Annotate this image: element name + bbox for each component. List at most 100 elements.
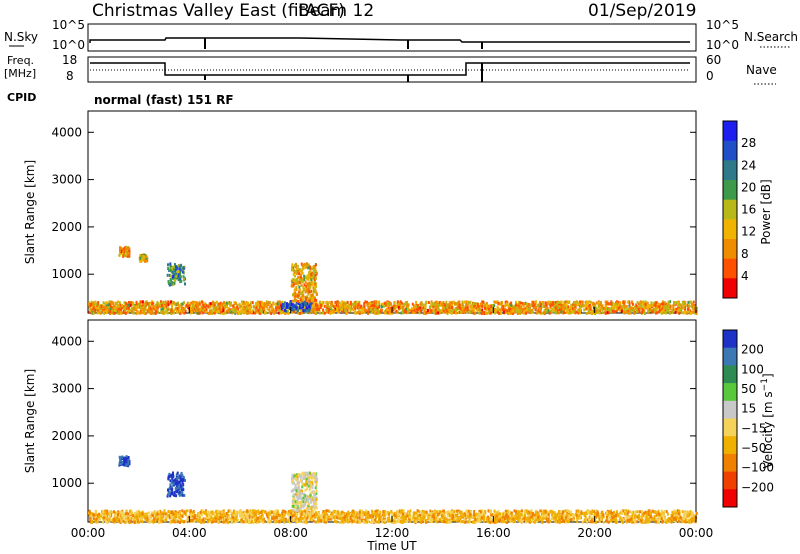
heatmap-cell: [387, 511, 390, 515]
heatmap-cell: [137, 303, 140, 306]
heatmap-cell: [620, 309, 623, 313]
heatmap-cell: [463, 300, 466, 304]
heatmap-cell: [444, 516, 447, 520]
heatmap-cell: [418, 311, 421, 315]
heatmap-cell: [644, 518, 647, 522]
heatmap-cell: [241, 306, 244, 310]
heatmap-cell: [455, 509, 458, 513]
heatmap-cell: [680, 306, 683, 310]
heatmap-cell: [208, 306, 211, 310]
heatmap-cell: [213, 514, 216, 518]
heatmap-cell: [294, 280, 297, 284]
heatmap-cell: [479, 304, 482, 308]
heatmap-cell: [90, 309, 93, 313]
heatmap-cell: [290, 279, 293, 283]
heatmap-cell: [162, 310, 165, 314]
heatmap-cell: [319, 514, 322, 518]
heatmap-cell: [664, 302, 667, 306]
heatmap-cell: [292, 307, 295, 311]
heatmap-cell: [429, 509, 432, 513]
heatmap-cell: [293, 294, 296, 298]
heatmap-cell: [341, 510, 344, 514]
heatmap-cell: [633, 305, 636, 309]
heatmap-cell: [499, 302, 502, 306]
heatmap-cell: [550, 303, 553, 307]
colorbar-segment: [723, 258, 737, 279]
heatmap-cell: [660, 302, 663, 306]
heatmap-cell: [290, 511, 292, 515]
heatmap-cell: [500, 308, 503, 312]
heatmap-cell: [607, 308, 610, 312]
heatmap-cell: [476, 519, 479, 523]
heatmap-cell: [105, 310, 108, 314]
heatmap-cell: [329, 305, 332, 309]
heatmap-cell: [351, 302, 354, 306]
heatmap-cell: [299, 292, 302, 296]
heatmap-cell: [556, 300, 559, 304]
heatmap-cell: [104, 509, 107, 513]
heatmap-cell: [189, 519, 192, 522]
heatmap-cell: [461, 307, 464, 311]
heatmap-cell: [233, 513, 236, 517]
heatmap-cell: [266, 300, 269, 304]
heatmap-cell: [215, 307, 218, 311]
heatmap-cell: [294, 270, 297, 274]
heatmap-cell: [201, 509, 204, 513]
heatmap-cell: [672, 304, 675, 308]
heatmap-cell: [458, 307, 460, 310]
heatmap-cell: [126, 310, 129, 314]
heatmap-cell: [535, 511, 538, 515]
heatmap-cell: [288, 515, 291, 519]
heatmap-cell: [163, 304, 166, 308]
heatmap-cell: [354, 311, 357, 315]
heatmap-cell: [550, 307, 553, 311]
heatmap-cell: [186, 301, 189, 305]
heatmap-cell: [331, 304, 334, 307]
heatmap-cell: [392, 308, 395, 312]
heatmap-cell: [552, 309, 555, 313]
heatmap-cell: [476, 302, 479, 306]
heatmap-cell: [295, 294, 298, 298]
heatmap-cell: [342, 303, 345, 307]
heatmap-cell: [456, 514, 459, 518]
heatmap-cell: [264, 510, 267, 514]
heatmap-cell: [307, 278, 310, 281]
heatmap-cell: [283, 304, 286, 308]
heatmap-cell: [557, 311, 560, 315]
heatmap-cell: [677, 306, 680, 310]
heatmap-cell: [588, 304, 591, 308]
heatmap-cell: [539, 310, 542, 314]
heatmap-cell: [292, 266, 295, 270]
heatmap-cell: [341, 300, 344, 304]
heatmap-cell: [311, 518, 314, 522]
heatmap-cell: [222, 306, 225, 310]
heatmap-cell: [295, 306, 298, 310]
heatmap-cell: [471, 515, 474, 519]
heatmap-cell: [598, 307, 601, 311]
heatmap-cell: [113, 521, 116, 524]
heatmap-cell: [515, 303, 518, 307]
heatmap-cell: [273, 514, 276, 518]
heatmap-cell: [415, 305, 418, 309]
heatmap-cell: [217, 509, 220, 513]
heatmap-cell: [119, 311, 122, 315]
heatmap-cell: [147, 511, 150, 515]
heatmap-cell: [682, 306, 685, 310]
heatmap-cell: [226, 513, 229, 517]
heatmap-cell: [233, 518, 236, 522]
heatmap-cell: [500, 304, 503, 308]
heatmap-cell: [533, 306, 536, 310]
y-tick-label: 1000: [51, 267, 82, 281]
heatmap-cell: [684, 515, 687, 519]
heatmap-cell: [253, 511, 256, 515]
heatmap-cell: [496, 300, 499, 304]
heatmap-cell: [260, 304, 263, 308]
heatmap-cell: [300, 283, 303, 287]
heatmap-cell: [335, 520, 338, 524]
heatmap-cell: [454, 518, 457, 522]
freq-panel-frame: [87, 56, 697, 83]
heatmap-cell: [449, 302, 452, 305]
heatmap-cell: [195, 304, 197, 308]
heatmap-cell: [614, 520, 617, 524]
heatmap-cell: [285, 309, 288, 313]
